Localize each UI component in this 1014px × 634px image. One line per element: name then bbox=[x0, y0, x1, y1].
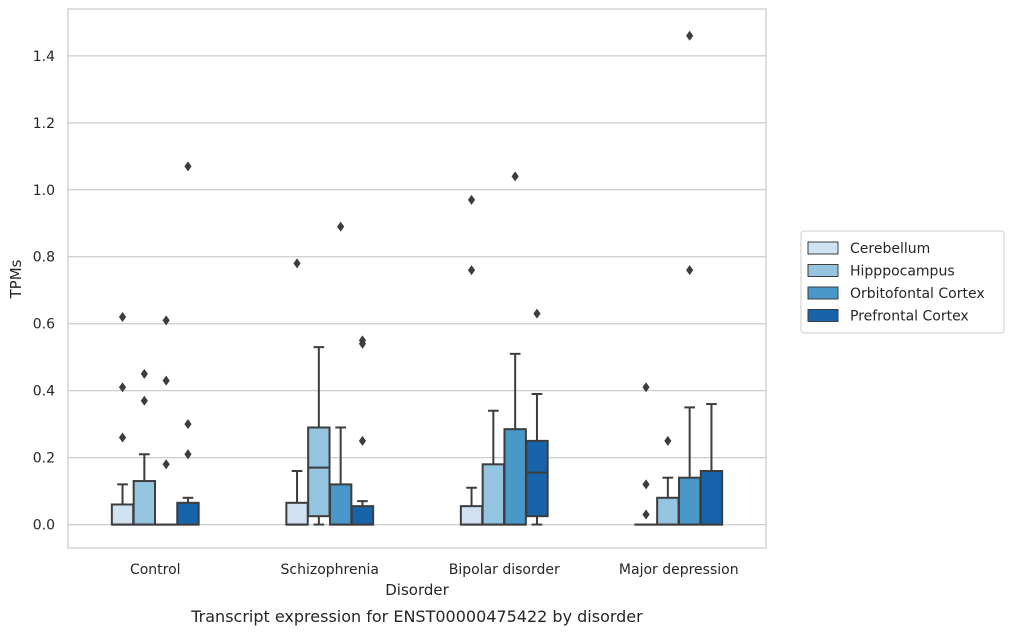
outlier-point bbox=[664, 435, 672, 446]
figure-caption: Transcript expression for ENST0000047542… bbox=[190, 607, 643, 626]
outlier-point bbox=[511, 171, 519, 182]
y-tick-label: 1.0 bbox=[33, 183, 55, 199]
box bbox=[525, 439, 549, 518]
outlier-point bbox=[184, 449, 192, 460]
y-axis-label: TPMs bbox=[7, 259, 25, 299]
outlier-point bbox=[467, 194, 476, 205]
box-group bbox=[481, 409, 506, 526]
box bbox=[110, 503, 135, 526]
box-group bbox=[677, 30, 702, 526]
outlier-point bbox=[162, 459, 170, 470]
x-tick-label: Bipolar disorder bbox=[449, 562, 560, 578]
box-group bbox=[176, 161, 200, 526]
outlier-point bbox=[118, 312, 127, 322]
legend-label: Hipppocampus bbox=[850, 264, 955, 280]
box bbox=[699, 470, 724, 526]
outlier-point bbox=[140, 395, 148, 406]
outlier-point bbox=[642, 382, 650, 393]
box bbox=[656, 496, 680, 526]
box bbox=[350, 505, 375, 526]
legend-label: Orbitofontal Cortex bbox=[850, 286, 985, 302]
outlier-point bbox=[184, 161, 192, 172]
box-group bbox=[656, 435, 680, 526]
y-tick-label: 1.2 bbox=[33, 116, 55, 132]
y-tick-label: 1.4 bbox=[33, 49, 55, 65]
outlier-point bbox=[118, 432, 127, 443]
x-tick-label: Major depression bbox=[619, 562, 739, 578]
outlier-point bbox=[358, 435, 367, 446]
legend-label: Cerebellum bbox=[850, 241, 930, 257]
y-tick-label: 0.6 bbox=[33, 317, 55, 333]
outlier-point bbox=[337, 221, 345, 232]
y-tick-label: 0.0 bbox=[33, 518, 55, 534]
outlier-point bbox=[642, 509, 650, 520]
x-axis-label: Disorder bbox=[385, 581, 449, 599]
outlier-point bbox=[642, 479, 650, 490]
box-group bbox=[350, 335, 375, 526]
box-group bbox=[285, 258, 309, 526]
x-tick-labels: Control Schizophrenia Bipolar disorder Majo… bbox=[130, 562, 739, 578]
box-group bbox=[110, 312, 135, 526]
y-tick-labels: 0.0 0.2 0.4 0.6 0.8 1.0 1.2 1.4 bbox=[33, 49, 55, 534]
outlier-point bbox=[184, 419, 192, 430]
outlier-point bbox=[686, 30, 694, 41]
legend: Cerebellum Hipppocampus Orbitofontal Corte… bbox=[800, 230, 1005, 334]
legend-swatch bbox=[807, 241, 839, 255]
outlier-point bbox=[118, 382, 127, 393]
y-tick-label: 0.2 bbox=[33, 451, 55, 467]
outlier-point bbox=[162, 315, 170, 326]
legend-frame bbox=[800, 230, 1005, 334]
outlier-point bbox=[293, 258, 301, 269]
box-group bbox=[459, 194, 484, 526]
box bbox=[285, 501, 309, 526]
outlier-point bbox=[533, 308, 541, 319]
outlier-point bbox=[686, 265, 694, 276]
box bbox=[328, 483, 353, 526]
outlier-point bbox=[162, 375, 170, 386]
box bbox=[503, 428, 527, 526]
y-tick-label: 0.4 bbox=[33, 384, 55, 400]
box bbox=[677, 476, 702, 526]
legend-label: Prefrontal Cortex bbox=[850, 309, 969, 325]
gridlines bbox=[68, 55, 766, 526]
box-group bbox=[154, 315, 178, 526]
box bbox=[481, 463, 506, 526]
x-tick-label: Control bbox=[130, 562, 181, 578]
box-group bbox=[634, 382, 658, 526]
outlier-point bbox=[140, 368, 148, 379]
legend-swatch bbox=[807, 286, 839, 300]
box-group bbox=[307, 346, 331, 526]
box-group bbox=[132, 368, 157, 526]
box-group bbox=[699, 403, 724, 526]
outlier-point bbox=[467, 265, 476, 276]
legend-swatch bbox=[807, 309, 839, 322]
plot-marks bbox=[110, 30, 724, 526]
box bbox=[459, 505, 484, 526]
box-group bbox=[328, 221, 353, 526]
box bbox=[176, 501, 200, 526]
box bbox=[132, 480, 157, 526]
legend-swatch bbox=[807, 264, 839, 277]
box-group bbox=[525, 308, 549, 526]
plot-frame bbox=[67, 8, 767, 549]
y-tick-label: 0.8 bbox=[33, 250, 55, 266]
box bbox=[307, 426, 331, 518]
box-group bbox=[503, 171, 527, 526]
x-tick-label: Schizophrenia bbox=[281, 562, 379, 578]
outlier-point bbox=[358, 335, 367, 346]
